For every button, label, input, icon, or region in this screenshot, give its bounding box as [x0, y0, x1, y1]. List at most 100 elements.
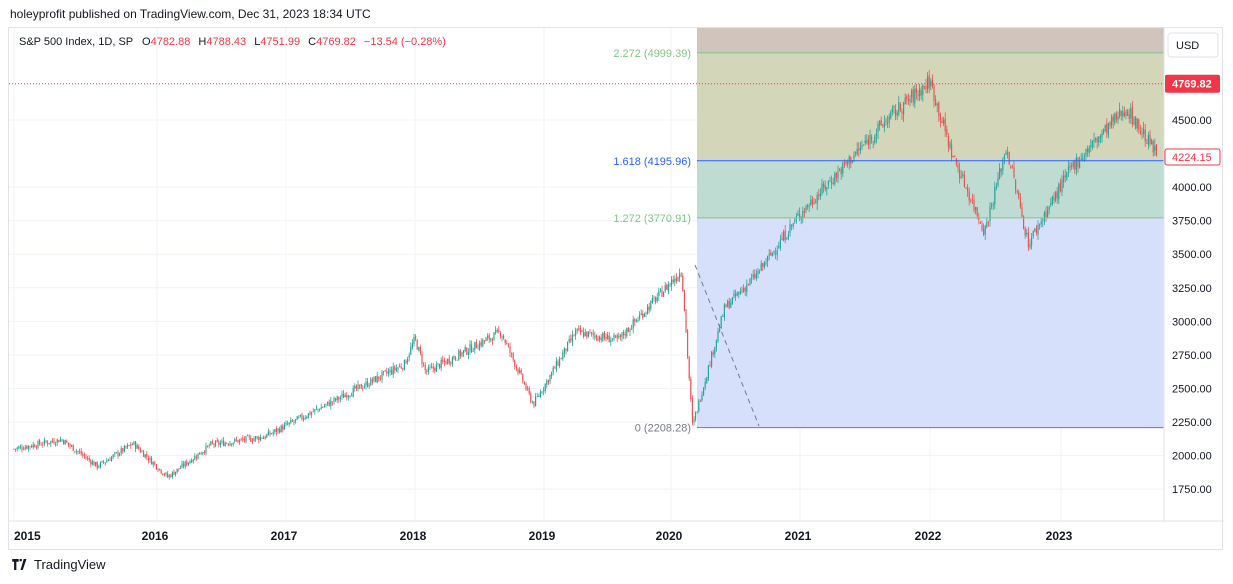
- candle-body: [432, 366, 434, 369]
- candle-body: [871, 136, 873, 140]
- candle-body: [330, 400, 332, 407]
- candle-body: [288, 422, 290, 425]
- price-axis[interactable]: 1750.00 2000.00 2250.00 2500.00 2750.00 3000.…: [1163, 28, 1221, 521]
- candle-body: [864, 140, 866, 144]
- candle-body: [1138, 119, 1140, 130]
- candle-body: [728, 300, 730, 309]
- candle-body: [522, 374, 524, 382]
- candle-body: [1125, 111, 1127, 116]
- candle-body: [499, 333, 501, 337]
- candle-body: [247, 435, 249, 437]
- candle-body: [95, 462, 97, 466]
- candle-body: [773, 251, 775, 253]
- candle-body: [743, 288, 745, 292]
- candle-body: [328, 402, 330, 407]
- candle-body: [874, 136, 876, 143]
- candle-body: [407, 359, 409, 363]
- candle-body: [405, 360, 407, 364]
- ohlc-legend: S&P 500 Index, 1D, SP O4782.88 H4788.43 …: [19, 36, 446, 48]
- candle-body: [263, 437, 265, 440]
- candle-body: [34, 444, 36, 448]
- candle-body: [240, 438, 242, 440]
- footer-brand[interactable]: TradingView: [12, 557, 106, 572]
- candle-body: [173, 471, 175, 475]
- currency-button[interactable]: USD: [1167, 32, 1219, 58]
- candle-body: [688, 356, 690, 379]
- chart-panel[interactable]: 2.272 (4999.39) 1.618 (4195.96) 1.272 (377…: [8, 27, 1224, 550]
- candle-body: [631, 329, 633, 330]
- candle-body: [354, 386, 356, 389]
- candle-body: [479, 342, 481, 350]
- candle-body: [123, 446, 125, 452]
- time-axis[interactable]: 2015 2016 2017 2018 2019 2020 2021 2022 2023: [9, 520, 1224, 543]
- candle-body: [367, 381, 369, 387]
- candle-body: [650, 300, 652, 309]
- candle-body: [616, 334, 618, 339]
- candle-body: [1075, 157, 1077, 170]
- candle-body: [1074, 160, 1076, 170]
- candle-body: [215, 441, 217, 447]
- candle-body: [344, 395, 346, 397]
- candle-body: [861, 145, 863, 148]
- candle-body: [416, 339, 418, 350]
- candle-body: [805, 206, 807, 212]
- candle-body: [1007, 151, 1009, 154]
- candle-body: [443, 360, 445, 362]
- candle-body: [794, 219, 796, 222]
- candle-body: [1040, 221, 1042, 225]
- candle-body: [666, 284, 668, 290]
- candle-body: [909, 98, 911, 102]
- candle-body: [349, 395, 351, 397]
- candle-body: [1066, 172, 1068, 179]
- candle-body: [919, 88, 921, 97]
- candle-body: [583, 331, 585, 337]
- candle-body: [194, 455, 196, 460]
- candle-body: [983, 228, 985, 235]
- candle-body: [16, 447, 18, 450]
- candle-body: [317, 408, 319, 410]
- candle-body: [504, 339, 506, 344]
- candle-body: [920, 90, 922, 96]
- candle-body: [154, 462, 156, 464]
- candle-body: [696, 411, 698, 413]
- candle-body: [189, 461, 191, 464]
- candle-body: [664, 285, 666, 292]
- candle-body: [952, 155, 954, 158]
- candle-body: [707, 365, 709, 379]
- candle-body: [570, 338, 572, 341]
- candle-body: [226, 443, 228, 445]
- candle-body: [896, 112, 898, 115]
- candle-body: [683, 289, 685, 312]
- candle-body: [1071, 165, 1073, 167]
- candle-body: [411, 343, 413, 348]
- candle-body: [994, 186, 996, 205]
- candle-body: [887, 122, 889, 124]
- candle-body: [429, 367, 431, 369]
- candle-body: [277, 428, 279, 432]
- candle-body: [306, 416, 308, 419]
- fib-zone-top: [697, 28, 1164, 53]
- candle-body: [1029, 244, 1031, 248]
- candle-body: [271, 433, 273, 435]
- candle-body: [816, 195, 818, 204]
- candle-body: [888, 116, 890, 123]
- candle-body: [1154, 145, 1156, 152]
- candle-body: [245, 436, 247, 442]
- candle-body: [1018, 192, 1020, 199]
- candle-body: [576, 328, 578, 331]
- candle-body: [731, 297, 733, 304]
- candle-body: [1047, 209, 1049, 218]
- candle-body: [951, 144, 953, 158]
- candle-body: [899, 103, 901, 111]
- candle-body: [291, 420, 293, 422]
- fib-label-2-272: 2.272 (4999.39): [613, 48, 691, 60]
- candle-body: [282, 425, 284, 430]
- candle-body: [347, 395, 349, 397]
- candle-body: [399, 365, 401, 368]
- time-tick-label: 2018: [400, 529, 427, 543]
- candle-body: [1152, 140, 1154, 153]
- candle-body: [957, 165, 959, 169]
- candle-body: [608, 335, 610, 343]
- candle-body: [455, 357, 457, 360]
- candle-body: [434, 367, 436, 372]
